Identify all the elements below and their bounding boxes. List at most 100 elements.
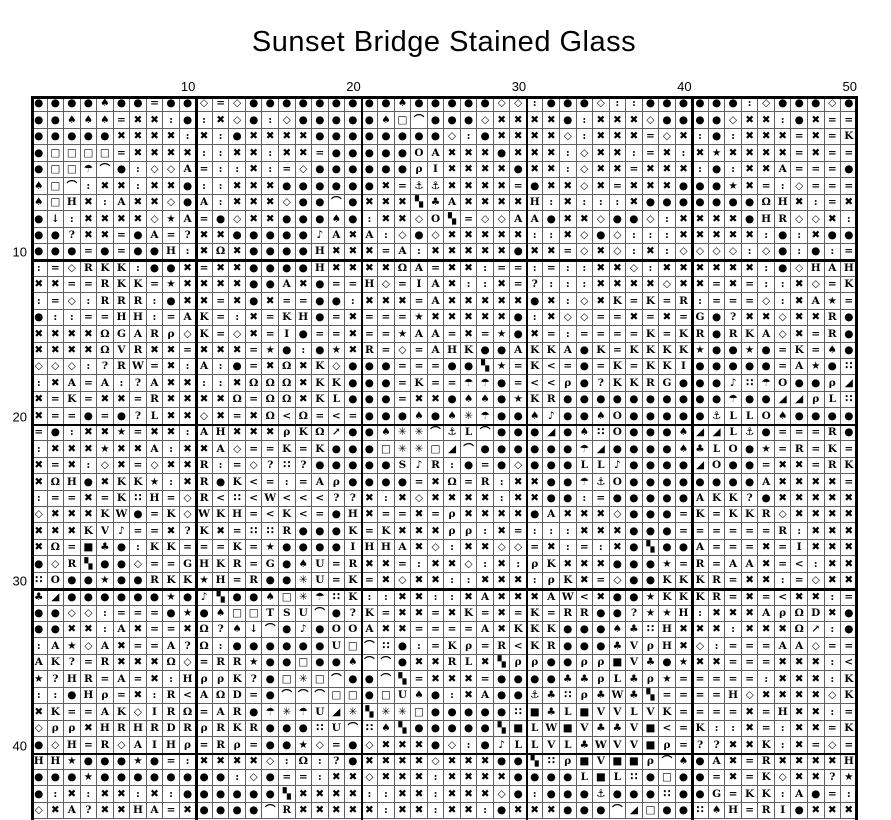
grid-cell: : [493, 474, 511, 491]
grid-cell: ρ [807, 391, 825, 409]
grid-cell: : [626, 96, 643, 113]
grid-cell: = [741, 802, 759, 820]
grid-cell: ● [510, 441, 527, 458]
grid-cell: ✖ [427, 490, 445, 507]
grid-cell: ✖ [477, 227, 494, 244]
grid-cell: = [146, 605, 164, 622]
grid-cell: ✖ [394, 737, 412, 754]
grid-cell: ✖ [477, 145, 494, 162]
grid-cell: ✖ [113, 441, 131, 458]
grid-cell: ● [824, 359, 842, 376]
grid-cell: ● [262, 572, 279, 590]
grid-cell: = [609, 342, 627, 359]
grid-cell: ✳ [394, 441, 412, 458]
grid-cell: K [642, 326, 660, 343]
grid-cell: ● [295, 260, 313, 277]
grid-cell: = [791, 161, 808, 179]
grid-cell: ◇ [725, 112, 742, 129]
grid-cell: □ [427, 441, 445, 458]
grid-cell: ● [328, 145, 346, 162]
grid-cell: ρ [163, 326, 180, 343]
grid-cell: ◇ [609, 572, 627, 590]
grid-cell: ● [295, 720, 313, 738]
grid-major-line [31, 588, 858, 591]
grid-cell: ● [47, 769, 65, 787]
grid-cell: ◇ [774, 506, 792, 524]
grid-major-line [31, 259, 858, 262]
grid-cell: ✖ [493, 506, 511, 524]
grid-cell: ● [295, 112, 313, 129]
grid-cell: ● [675, 474, 693, 491]
grid-cell: A [543, 589, 560, 606]
grid-cell: : [609, 194, 627, 212]
grid-cell: A [113, 671, 131, 688]
grid-cell: ✖ [758, 161, 775, 179]
grid-cell: = [543, 605, 560, 622]
grid-cell: ● [64, 572, 81, 590]
grid-cell: ● [312, 457, 329, 475]
grid-cell: ◇ [576, 293, 594, 310]
grid-cell: H [229, 506, 246, 524]
grid-cell: ∷ [692, 802, 709, 820]
grid-cell: R [163, 687, 180, 705]
grid-cell: = [791, 572, 808, 590]
grid-cell: ● [378, 391, 395, 409]
grid-cell: ✖ [560, 227, 577, 244]
grid-cell: = [229, 572, 246, 590]
grid-cell: = [80, 737, 98, 754]
grid-cell: ● [378, 408, 395, 425]
grid-cell: ✖ [626, 276, 643, 294]
grid-cell: ● [659, 474, 676, 491]
grid-cell: ■ [593, 769, 610, 787]
grid-cell: L [460, 424, 478, 442]
grid-cell: ♠ [229, 622, 246, 639]
grid-cell: ✖ [460, 687, 478, 705]
grid-cell: : [229, 161, 246, 179]
grid-cell: ● [692, 769, 709, 787]
grid-cell: ★ [146, 474, 164, 491]
grid-cell: ∷ [229, 490, 246, 507]
grid-cell: ◇ [163, 161, 180, 179]
grid-cell: ● [675, 375, 693, 392]
grid-cell: ✖ [824, 474, 842, 491]
grid-cell: ✖ [460, 802, 478, 820]
grid-cell: ● [576, 786, 594, 803]
grid-cell: ◇ [791, 211, 808, 228]
grid-cell: □ [328, 687, 346, 705]
grid-cell: : [477, 802, 494, 820]
grid-cell: : [361, 786, 379, 803]
grid-cell: = [262, 441, 279, 458]
grid-cell: ♣ [593, 720, 610, 738]
grid-cell: ✖ [163, 375, 180, 392]
grid-cell: ∷ [543, 753, 560, 770]
grid-cell: = [179, 539, 197, 557]
grid-cell: ● [47, 243, 65, 261]
grid-cell: A [113, 622, 131, 639]
grid-cell: ρ [659, 737, 676, 754]
grid-cell: ● [212, 474, 230, 491]
grid-cell: ◇ [741, 687, 759, 705]
grid-cell: ⌒ [64, 178, 81, 195]
grid-cell: H [113, 309, 131, 327]
grid-cell: K [758, 769, 775, 787]
grid-cell: ● [526, 293, 544, 310]
grid-cell: = [444, 622, 461, 639]
grid-cell: ● [675, 194, 693, 212]
grid-cell: ● [560, 769, 577, 787]
grid-cell: ☂ [758, 375, 775, 392]
col-ruler-label: 50 [842, 79, 857, 94]
grid-cell: ● [278, 260, 296, 277]
grid-cell: : [708, 638, 726, 655]
grid-cell: □ [642, 802, 660, 820]
grid-cell: ✖ [179, 260, 197, 277]
grid-cell: ● [312, 128, 329, 146]
grid-cell: = [295, 441, 313, 458]
grid-cell: K [692, 720, 709, 738]
grid-cell: ● [593, 622, 610, 639]
grid-cell: ● [510, 326, 527, 343]
grid-cell: R [245, 572, 263, 590]
grid-cell: ● [262, 227, 279, 244]
grid-cell: H [146, 490, 164, 507]
grid-cell: ☂ [576, 441, 594, 458]
grid-cell: = [774, 539, 792, 557]
